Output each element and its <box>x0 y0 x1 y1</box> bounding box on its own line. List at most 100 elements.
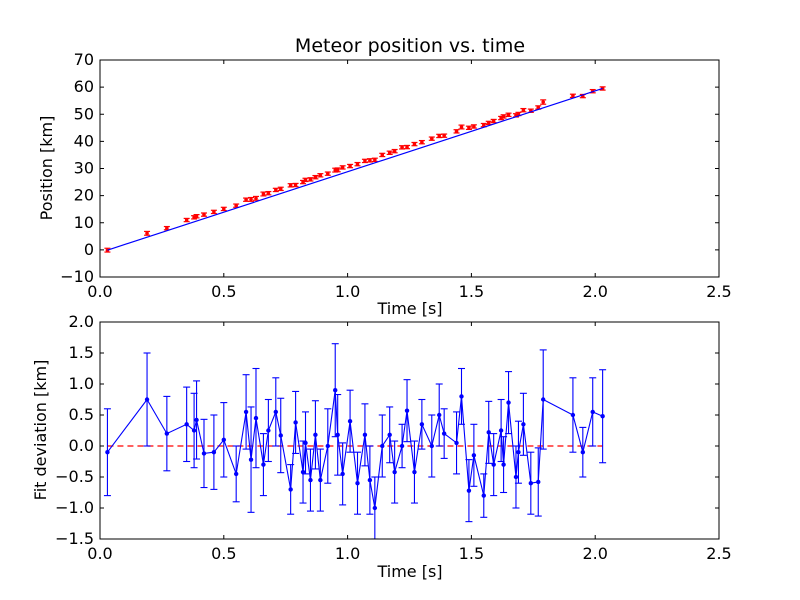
data-point <box>380 443 385 449</box>
data-point <box>486 430 491 435</box>
data-point <box>399 443 405 449</box>
fit-line <box>107 87 603 251</box>
data-point <box>288 487 293 492</box>
data-point <box>481 493 486 498</box>
data-point <box>202 212 206 217</box>
y-tick-label: 1.5 <box>69 343 94 362</box>
data-point <box>363 159 367 163</box>
x-tick-label: 1.0 <box>335 282 360 301</box>
data-point <box>325 171 330 176</box>
data-point <box>459 125 464 129</box>
data-point <box>194 214 199 219</box>
data-point <box>303 178 308 182</box>
data-point <box>184 218 189 222</box>
y-tick-label: −10 <box>60 267 94 286</box>
y-tick-label: −1.0 <box>55 498 94 517</box>
data-point <box>273 188 278 192</box>
data-point <box>491 462 496 467</box>
data-point <box>459 394 464 399</box>
data-point <box>412 142 417 146</box>
data-point <box>437 134 442 138</box>
data-point <box>293 420 298 425</box>
plot-area <box>104 86 606 253</box>
data-point <box>253 415 259 421</box>
y-tick-label: 1.0 <box>69 374 94 393</box>
data-point <box>348 164 352 168</box>
data-point <box>481 123 486 127</box>
data-point <box>541 100 546 104</box>
data-point <box>442 133 446 138</box>
data-point <box>486 121 491 125</box>
data-point <box>372 505 378 511</box>
y-tick-label: 70 <box>74 50 94 69</box>
x-tick-label: 0.0 <box>87 282 112 301</box>
data-point <box>387 432 392 438</box>
x-tick-label: 2.5 <box>706 544 731 563</box>
plot-area <box>103 343 607 539</box>
y-tick-label: 40 <box>74 131 94 150</box>
data-point <box>335 432 340 438</box>
data-point <box>318 477 323 483</box>
data-point <box>467 126 471 130</box>
data-point <box>194 417 199 423</box>
y-tick-label: −1.5 <box>55 529 94 548</box>
data-point <box>516 112 521 116</box>
data-point <box>380 153 385 157</box>
data-point <box>261 462 266 467</box>
data-point <box>570 412 576 418</box>
data-point <box>234 203 238 208</box>
x-axis-label: Time [s] <box>376 562 442 581</box>
data-point <box>362 432 368 438</box>
data-point <box>212 210 216 214</box>
y-tick-label: 60 <box>74 77 94 96</box>
data-point <box>392 149 397 153</box>
data-point <box>278 433 283 438</box>
data-point <box>471 453 477 458</box>
data-point <box>412 469 417 475</box>
data-point <box>347 419 353 424</box>
data-point <box>404 408 410 413</box>
y-tick-label: 0 <box>84 240 94 259</box>
y-tick-label: 30 <box>74 159 94 178</box>
data-point <box>355 162 360 166</box>
position-plot: Meteor position vs. time Time [s] Positi… <box>37 35 732 318</box>
data-point <box>273 409 278 415</box>
data-point <box>387 150 392 155</box>
data-point <box>501 462 506 467</box>
data-point <box>498 428 504 433</box>
data-point <box>491 119 496 123</box>
data-point <box>243 409 249 415</box>
x-tick-label: 0.5 <box>211 282 236 301</box>
x-tick-label: 2.0 <box>582 544 607 563</box>
data-point <box>501 114 506 119</box>
data-point <box>571 94 575 98</box>
data-point <box>105 450 110 455</box>
data-point <box>313 432 318 438</box>
data-point <box>266 428 271 433</box>
y-tick-label: 0.0 <box>69 436 94 455</box>
x-tick-label: 1.5 <box>459 282 484 301</box>
data-point <box>222 207 226 211</box>
data-point <box>528 481 534 486</box>
data-point <box>367 477 373 483</box>
y-axis-label: Position [km] <box>37 116 56 221</box>
data-point <box>472 124 476 129</box>
data-point <box>506 400 511 405</box>
data-point <box>300 469 306 475</box>
data-point <box>233 471 239 477</box>
y-tick-label: −0.5 <box>55 467 94 486</box>
y-tick-label: 10 <box>74 213 94 232</box>
data-point <box>308 177 313 182</box>
data-point <box>184 422 189 427</box>
data-point <box>201 451 207 456</box>
data-point <box>221 437 226 442</box>
data-point <box>340 165 345 170</box>
data-point <box>521 422 526 427</box>
data-point <box>600 414 605 419</box>
data-point <box>506 112 511 117</box>
data-point <box>580 450 586 455</box>
data-point <box>191 428 197 433</box>
data-point <box>419 422 425 427</box>
